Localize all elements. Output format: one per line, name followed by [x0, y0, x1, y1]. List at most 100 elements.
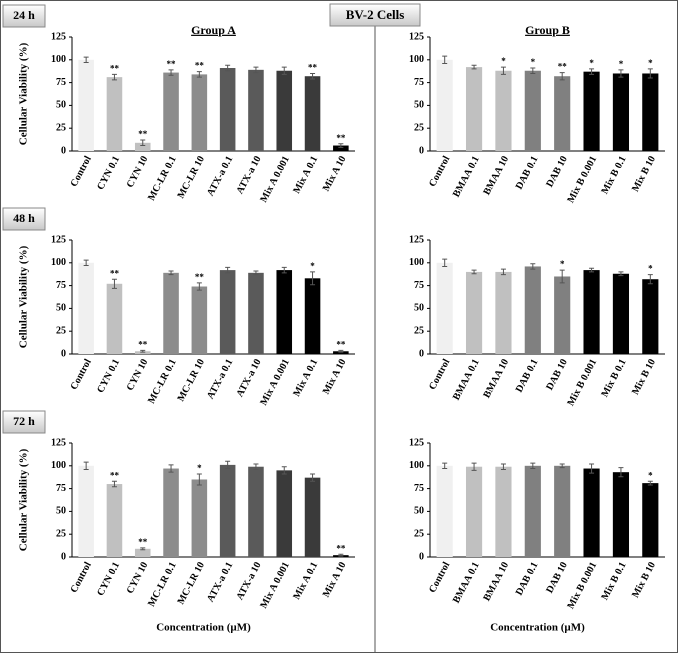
bar — [248, 272, 264, 354]
y-tick-label: 0 — [419, 145, 424, 156]
error-bar — [111, 278, 117, 289]
bar — [163, 272, 179, 354]
y-tick-label: 125 — [51, 437, 66, 448]
bar — [495, 70, 512, 151]
error-bar — [500, 463, 506, 470]
error-bar — [281, 466, 287, 475]
bar — [642, 279, 659, 354]
error-bar — [83, 56, 89, 64]
bar — [612, 273, 630, 354]
y-tick-label: 25 — [56, 528, 66, 539]
x-axis-label: Concentration (µM) — [490, 622, 585, 634]
error-bar — [140, 139, 146, 147]
significance: ** — [336, 133, 346, 143]
y-tick-label: 0 — [419, 551, 424, 562]
y-tick-label: 125 — [51, 31, 66, 42]
bar — [191, 479, 208, 557]
bar — [106, 283, 123, 354]
error-bar — [196, 71, 202, 78]
significance: * — [197, 463, 202, 473]
error-bar — [253, 463, 259, 470]
bar — [436, 262, 453, 354]
bar — [78, 262, 94, 354]
y-tick-label: 100 — [409, 54, 424, 65]
bar — [612, 73, 630, 151]
y-tick-label: 75 — [56, 280, 66, 291]
y-tick-label: 125 — [409, 437, 424, 448]
significance: ** — [167, 59, 177, 69]
x-axis-label: Concentration (µM) — [156, 622, 251, 634]
bar — [276, 270, 293, 354]
y-tick-label: 100 — [51, 257, 66, 268]
y-tick-label: 0 — [61, 551, 66, 562]
y-tick-label: 75 — [414, 483, 424, 494]
bar — [304, 278, 321, 354]
error-bar — [83, 259, 89, 267]
bar — [583, 468, 600, 557]
bar — [524, 465, 541, 557]
group-title: Group B — [525, 23, 570, 37]
error-bar — [168, 270, 174, 276]
bar — [583, 270, 600, 354]
bar — [465, 466, 483, 557]
error-bar — [168, 464, 174, 473]
error-bar — [225, 64, 231, 72]
significance: * — [648, 470, 653, 480]
error-bar — [530, 67, 536, 74]
y-tick-label: 125 — [409, 234, 424, 245]
y-tick-label: 75 — [414, 280, 424, 291]
significance: ** — [110, 63, 120, 73]
y-tick-label: 50 — [56, 303, 66, 314]
y-tick-label: 100 — [51, 460, 66, 471]
bar — [495, 271, 512, 354]
error-bar — [530, 462, 536, 470]
error-bar — [83, 461, 89, 470]
error-bar — [338, 349, 344, 353]
row-label-box — [2, 207, 46, 231]
y-tick-label: 50 — [414, 100, 424, 111]
bar — [554, 465, 571, 557]
bar — [612, 472, 630, 557]
bar — [495, 466, 512, 557]
bar — [436, 465, 453, 557]
error-bar — [140, 547, 146, 551]
bar — [248, 69, 264, 151]
bar — [583, 71, 600, 151]
error-bar — [559, 72, 565, 81]
bar — [106, 484, 123, 557]
error-bar — [338, 143, 344, 148]
bar — [436, 59, 453, 151]
bar — [333, 145, 349, 151]
error-bar — [618, 271, 624, 277]
y-tick-label: 100 — [409, 460, 424, 471]
y-tick-label: 100 — [409, 257, 424, 268]
bar — [219, 270, 236, 354]
bar — [276, 70, 293, 151]
title-box — [329, 3, 421, 27]
bar — [642, 73, 659, 151]
error-bar — [589, 68, 595, 75]
significance: ** — [558, 62, 568, 72]
error-bar — [442, 462, 448, 470]
error-bar — [225, 266, 231, 274]
significance: ** — [110, 268, 120, 278]
group-title: Group A — [191, 23, 236, 37]
error-bar — [442, 55, 448, 64]
error-bar — [111, 73, 117, 81]
error-bar — [253, 270, 259, 276]
significance: * — [648, 58, 653, 68]
error-bar — [500, 268, 506, 276]
bar — [554, 276, 571, 354]
y-tick-label: 50 — [56, 506, 66, 517]
y-tick-label: 100 — [51, 54, 66, 65]
significance: ** — [336, 543, 346, 553]
y-axis-label: Cellular Viability (%) — [18, 42, 30, 145]
bar — [642, 483, 659, 557]
bar — [163, 468, 179, 557]
row-label: 72 h — [13, 414, 35, 428]
significance: * — [619, 59, 624, 69]
y-tick-label: 75 — [414, 77, 424, 88]
y-tick-label: 25 — [56, 122, 66, 133]
error-bar — [111, 480, 117, 488]
